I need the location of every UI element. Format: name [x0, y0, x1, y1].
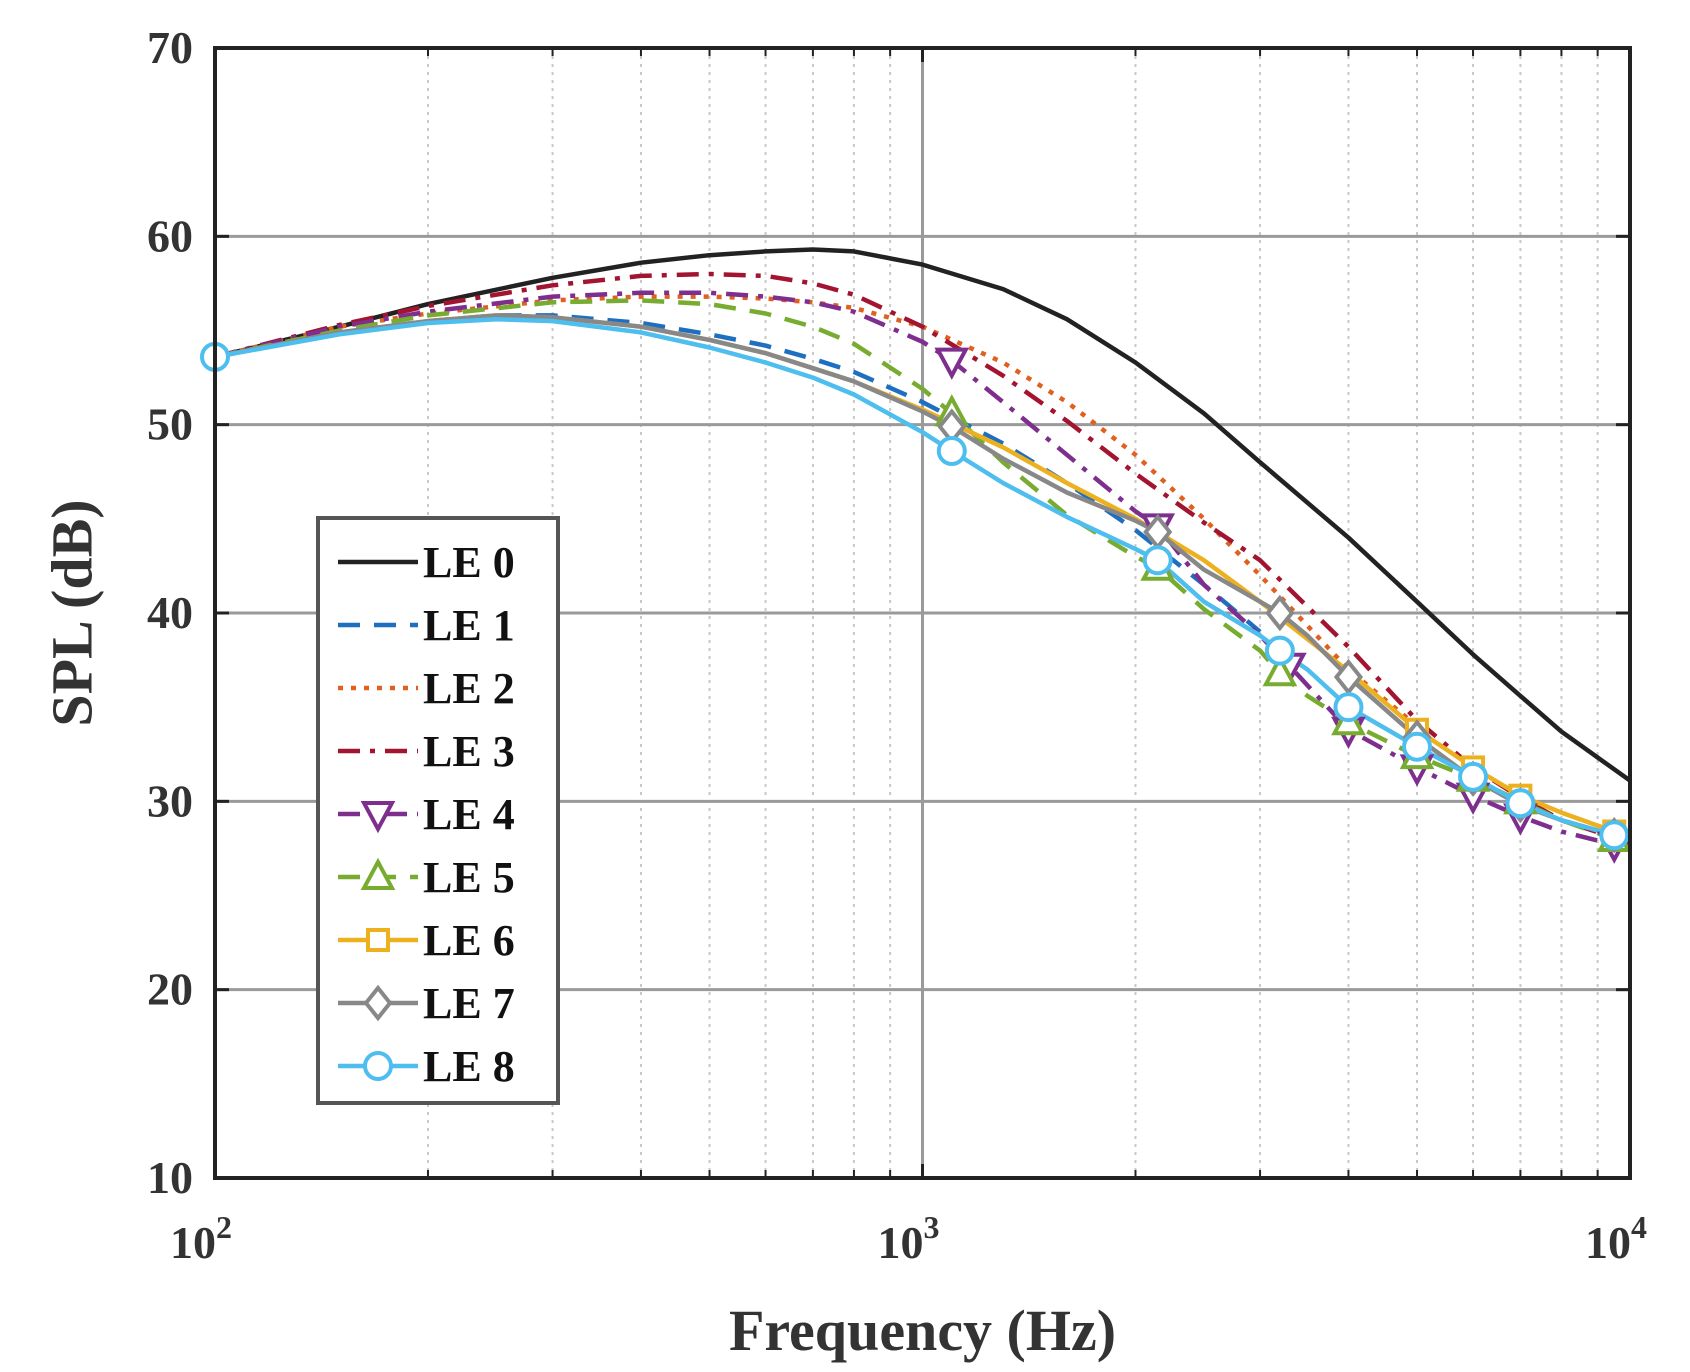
- legend-label-le0: LE 0: [423, 538, 515, 587]
- legend-label-le2: LE 2: [423, 664, 515, 713]
- series-line-le1: [214, 313, 1262, 634]
- legend-marker-le4: [360, 801, 396, 834]
- series-marker-le8: [1402, 731, 1433, 762]
- legend-box: [316, 516, 560, 1105]
- series-line-le4: [214, 290, 1631, 849]
- y-axis-label: SPL (dB): [39, 499, 104, 726]
- x-tick-label: 104: [1585, 1209, 1647, 1268]
- y-tick-label: 30: [147, 775, 193, 826]
- legend-marker-le5: [360, 857, 396, 890]
- y-tick-label: 10: [147, 1152, 193, 1203]
- x-tick-label: 103: [878, 1209, 940, 1268]
- series-marker-le8: [1599, 820, 1630, 851]
- y-tick-label: 20: [147, 964, 193, 1015]
- series-marker-le8: [1505, 788, 1536, 819]
- legend-marker-le8: [363, 1051, 393, 1081]
- legend-marker-le6: [366, 928, 390, 952]
- legend: LE 0 LE 1 LE 2 LE 3 LE 4 LE 5 LE 6 LE 7 LE 8: [316, 516, 560, 1105]
- series-marker-le4: [934, 347, 970, 380]
- series-marker-le5: [1262, 654, 1298, 687]
- y-tick-label: 40: [147, 587, 193, 638]
- legend-label-le7: LE 7: [423, 979, 515, 1028]
- series-line-le3: [214, 271, 1631, 845]
- y-tick-label: 50: [147, 399, 193, 450]
- series-marker-le8: [1264, 635, 1295, 666]
- series-marker-le7: [1265, 594, 1295, 632]
- y-tick-label: 60: [147, 210, 193, 261]
- legend-label-le5: LE 5: [423, 853, 515, 902]
- series-marker-le8: [936, 436, 967, 467]
- series-markers: [200, 341, 1632, 864]
- series-line-le5: [214, 298, 1631, 845]
- legend-label-le4: LE 4: [423, 790, 515, 839]
- series-marker-le8: [1142, 545, 1173, 576]
- series-marker-le8: [1458, 761, 1489, 792]
- series-marker-le8: [1333, 692, 1364, 723]
- axis-ticks: 10 20 30 40 50 60 70 102 103 104: [147, 22, 1647, 1268]
- legend-label-le6: LE 6: [423, 916, 515, 965]
- x-tick-label: 102: [170, 1209, 232, 1268]
- legend-label-le3: LE 3: [423, 727, 515, 776]
- series-marker-le7: [1333, 658, 1364, 696]
- series-line-le0: [214, 247, 1632, 783]
- legend-marker-le7: [363, 984, 393, 1022]
- x-axis-label: Frequency (Hz): [729, 1298, 1116, 1363]
- legend-label-le8: LE 8: [423, 1042, 515, 1091]
- legend-label-le1: LE 1: [423, 601, 515, 650]
- y-tick-label: 70: [147, 22, 193, 73]
- series-lines: [214, 247, 1632, 849]
- series-line-le8: [214, 316, 1631, 842]
